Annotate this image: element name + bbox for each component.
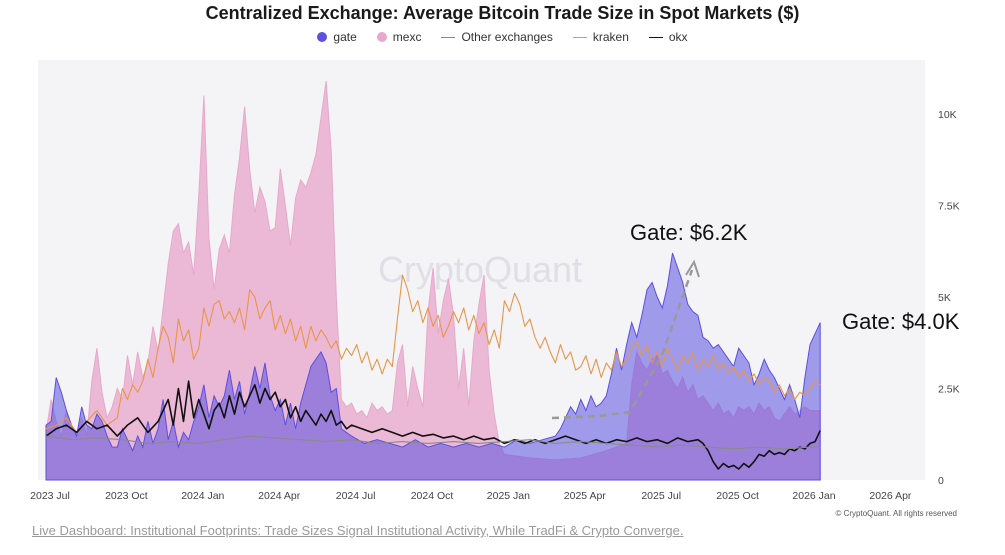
x-tick-label: 2024 Oct bbox=[411, 490, 454, 502]
legend-label: kraken bbox=[592, 30, 629, 44]
x-tick-label: 2025 Jan bbox=[487, 490, 530, 502]
legend-label: gate bbox=[333, 30, 357, 44]
y-axis: 0 2.5K 5K 7.5K 10K bbox=[938, 109, 960, 487]
y-tick-label: 5K bbox=[938, 292, 951, 304]
legend-item-mexc[interactable]: mexc bbox=[376, 30, 422, 44]
legend-item-kraken[interactable]: kraken bbox=[572, 30, 629, 44]
arrow-head-icon bbox=[685, 259, 700, 278]
copyright-text: © CryptoQuant. All rights reserved bbox=[835, 509, 958, 518]
y-tick-label: 7.5K bbox=[938, 201, 960, 213]
kraken-line-icon bbox=[572, 36, 587, 38]
x-tick-label: 2026 Jan bbox=[792, 490, 835, 502]
y-tick-label: 10K bbox=[938, 109, 957, 121]
x-tick-label: 2025 Jul bbox=[641, 490, 681, 502]
y-tick-label: 2.5K bbox=[938, 384, 960, 396]
other-line-icon bbox=[441, 36, 456, 38]
series-line-other-exchanges bbox=[45, 435, 821, 450]
legend-label: mexc bbox=[392, 30, 422, 44]
watermark-text: CryptoQuant bbox=[378, 249, 582, 290]
legend-item-gate[interactable]: gate bbox=[317, 30, 357, 44]
x-tick-label: 2025 Oct bbox=[716, 490, 759, 502]
series-area-gate bbox=[45, 252, 821, 481]
legend: gate mexc Other exchanges kraken okx bbox=[0, 30, 1005, 44]
x-tick-label: 2024 Jan bbox=[181, 490, 224, 502]
annotation-gate-peak: Gate: $6.2K bbox=[630, 220, 748, 245]
annotation-arrow bbox=[551, 269, 694, 420]
okx-line-icon bbox=[648, 36, 663, 38]
legend-item-other[interactable]: Other exchanges bbox=[441, 30, 553, 44]
dashboard-link[interactable]: Live Dashboard: Institutional Footprints… bbox=[32, 523, 684, 538]
legend-label: okx bbox=[668, 30, 688, 44]
x-tick-label: 2026 Apr bbox=[869, 490, 912, 502]
series-line-kraken bbox=[45, 274, 821, 433]
series-line-okx bbox=[45, 380, 821, 470]
x-tick-label: 2023 Jul bbox=[30, 490, 70, 502]
legend-item-okx[interactable]: okx bbox=[648, 30, 688, 44]
y-tick-label: 0 bbox=[938, 475, 944, 487]
x-tick-label: 2025 Apr bbox=[564, 490, 607, 502]
annotation-gate-latest: Gate: $4.0K bbox=[842, 309, 960, 334]
line-series bbox=[45, 274, 821, 470]
x-tick-label: 2023 Oct bbox=[105, 490, 148, 502]
area-series bbox=[45, 81, 821, 481]
x-tick-label: 2024 Jul bbox=[336, 490, 376, 502]
mexc-dot-icon bbox=[376, 32, 387, 42]
legend-label: Other exchanges bbox=[461, 30, 553, 44]
x-tick-label: 2024 Apr bbox=[258, 490, 301, 502]
gate-dot-icon bbox=[317, 32, 328, 42]
chart-title: Centralized Exchange: Average Bitcoin Tr… bbox=[205, 3, 800, 23]
x-axis: 2023 Jul 2023 Oct 2024 Jan 2024 Apr 2024 Jul… bbox=[30, 490, 912, 502]
annotations: Gate: $6.2K Gate: $4.0K bbox=[551, 220, 960, 420]
